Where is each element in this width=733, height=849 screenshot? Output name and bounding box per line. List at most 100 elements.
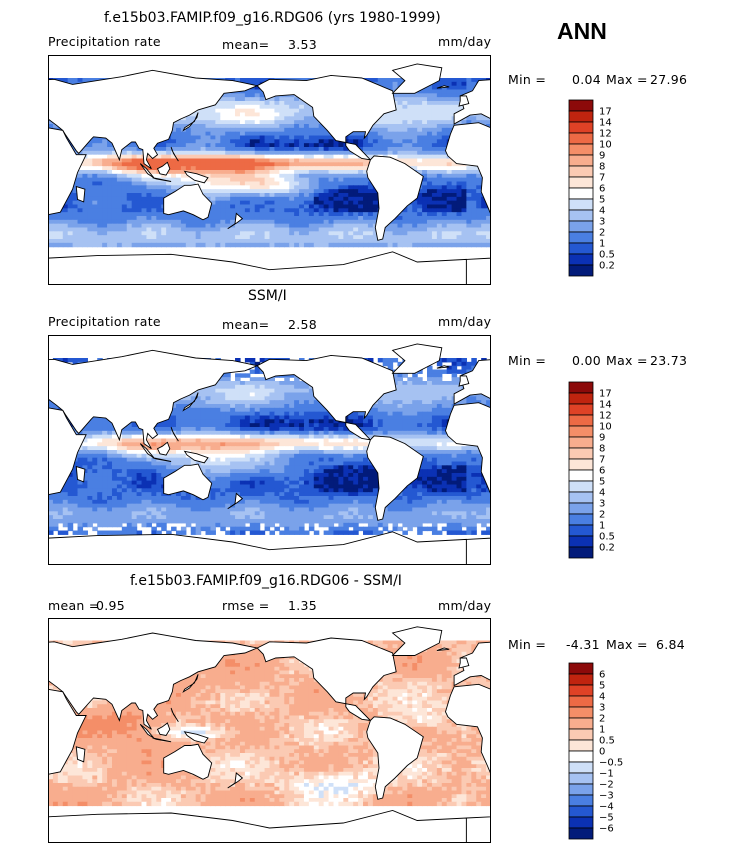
map-frame bbox=[48, 618, 491, 843]
panel-2-colorbar-tick: 8 bbox=[599, 444, 605, 455]
panel-3-rmse-value: 1.35 bbox=[288, 598, 318, 613]
panel-3-colorbar-tick: 2 bbox=[599, 714, 605, 725]
panel-2-colorbar-box bbox=[568, 458, 594, 471]
panel-1-colorbar-tick: 8 bbox=[599, 162, 605, 173]
panel-3-colorbar-tick: −5 bbox=[599, 813, 614, 824]
panel-2-colorbar-box bbox=[568, 403, 594, 416]
panel-2-colorbar-box bbox=[568, 425, 594, 438]
panel-1-colorbar-tick: 14 bbox=[599, 118, 612, 129]
panel-1-colorbar-box bbox=[568, 121, 594, 134]
panel-1-colorbar-tick: 9 bbox=[599, 151, 605, 162]
panel-3-rmse-label: rmse = bbox=[222, 598, 270, 613]
panel-2-colorbar-box bbox=[568, 436, 594, 449]
panel-2-colorbar-tick: 0.2 bbox=[599, 543, 615, 554]
panel-2-colorbar-tick: 14 bbox=[599, 400, 612, 411]
panel-3-min-label: Min = bbox=[508, 637, 547, 652]
panel-3-colorbar-tick: 5 bbox=[599, 681, 605, 692]
panel-2-colorbar-tick: 9 bbox=[599, 433, 605, 444]
panel-3-colorbar-box bbox=[568, 662, 594, 675]
panel-3-mean-label: mean = bbox=[48, 598, 100, 613]
panel-1-colorbar-box bbox=[568, 132, 594, 145]
panel-1-colorbar-box bbox=[568, 176, 594, 189]
panel-2-colorbar-box bbox=[568, 414, 594, 427]
panel-1-max-label: Max = bbox=[606, 72, 648, 87]
panel-2-colorbar-tick: 6 bbox=[599, 466, 605, 477]
panel-2-colorbar-box bbox=[568, 469, 594, 482]
panel-1-colorbar-tick: 2 bbox=[599, 228, 605, 239]
panel-1-colorbar-box bbox=[568, 264, 594, 277]
panel-3-colorbar-tick: −4 bbox=[599, 802, 614, 813]
panel-2-colorbar-box bbox=[568, 502, 594, 515]
panel-1-min-label: Min = bbox=[508, 72, 547, 87]
panel-2-units: mm/day bbox=[438, 314, 492, 329]
panel-1-colorbar-box bbox=[568, 143, 594, 156]
panel-2-colorbar-box bbox=[568, 381, 594, 394]
panel-3-colorbar-box bbox=[568, 673, 594, 686]
panel-2-colorbar-tick: 7 bbox=[599, 455, 605, 466]
panel-1-precip-map bbox=[48, 55, 491, 285]
panel-3-max-value: 6.84 bbox=[656, 637, 686, 652]
panel-2-colorbar-tick: 1 bbox=[599, 521, 605, 532]
panel-2-colorbar-box bbox=[568, 447, 594, 460]
panel-3-mean-value: 0.95 bbox=[96, 598, 126, 613]
panel-2-colorbar-tick: 2 bbox=[599, 510, 605, 521]
panel-3-colorbar-box bbox=[568, 695, 594, 708]
panel-1-mean-label: mean= bbox=[222, 37, 270, 52]
panel-2-max-label: Max = bbox=[606, 353, 648, 368]
panel-3-title: f.e15b03.FAMIP.f09_g16.RDG06 - SSM/I bbox=[130, 573, 402, 589]
panel-2-colorbar-box bbox=[568, 513, 594, 526]
panel-2-mean-value: 2.58 bbox=[288, 317, 318, 332]
panel-1-colorbar-box bbox=[568, 242, 594, 255]
panel-3-colorbar-box bbox=[568, 717, 594, 730]
season-label: ANN bbox=[557, 18, 607, 44]
panel-2-colorbar-tick: 17 bbox=[599, 389, 612, 400]
panel-1-colorbar-tick: 10 bbox=[599, 140, 612, 151]
continent-outlines bbox=[48, 626, 491, 843]
panel-1-colorbar-box bbox=[568, 154, 594, 167]
panel-1-colorbar-box bbox=[568, 99, 594, 112]
panel-2-colorbar-box bbox=[568, 524, 594, 537]
panel-1-colorbar-tick: 0.2 bbox=[599, 261, 615, 272]
panel-2-colorbar-tick: 4 bbox=[599, 488, 605, 499]
map-frame bbox=[48, 335, 491, 565]
panel-1-colorbar-box bbox=[568, 253, 594, 266]
panel-3-colorbar-tick: 0 bbox=[599, 747, 605, 758]
panel-3-colorbar-tick: 1 bbox=[599, 725, 605, 736]
panel-3-colorbar-box bbox=[568, 739, 594, 752]
panel-2-field-label: Precipitation rate bbox=[48, 314, 161, 329]
panel-1-title: f.e15b03.FAMIP.f09_g16.RDG06 (yrs 1980-1… bbox=[104, 10, 441, 26]
continent-outlines bbox=[48, 63, 491, 285]
panel-3-colorbar-tick: −6 bbox=[599, 824, 614, 835]
panel-1-colorbar-box bbox=[568, 165, 594, 178]
panel-3-difference-map bbox=[48, 618, 491, 843]
panel-3-colorbar-box bbox=[568, 816, 594, 829]
panel-2-colorbar-box bbox=[568, 392, 594, 405]
panel-1-colorbar-tick: 6 bbox=[599, 184, 605, 195]
panel-3-colorbar-tick: −0.5 bbox=[599, 758, 623, 769]
panel-1-colorbar-tick: 12 bbox=[599, 129, 612, 140]
panel-3-colorbar-box bbox=[568, 728, 594, 741]
panel-3-colorbar-box bbox=[568, 783, 594, 796]
panel-3-colorbar-box bbox=[568, 827, 594, 840]
panel-3-colorbar-tick: 3 bbox=[599, 703, 605, 714]
panel-3-colorbar-tick: −1 bbox=[599, 769, 614, 780]
panel-2-precip-map bbox=[48, 335, 491, 565]
panel-1-colorbar-tick: 5 bbox=[599, 195, 605, 206]
panel-2-colorbar-box bbox=[568, 546, 594, 559]
panel-1-colorbar-box bbox=[568, 110, 594, 123]
panel-1-units: mm/day bbox=[438, 34, 492, 49]
panel-3-colorbar-tick: −2 bbox=[599, 780, 614, 791]
panel-1-colorbar-tick: 1 bbox=[599, 239, 605, 250]
panel-2-colorbar-tick: 12 bbox=[599, 411, 612, 422]
panel-3-colorbar-box bbox=[568, 805, 594, 818]
panel-1-field-label: Precipitation rate bbox=[48, 34, 161, 49]
panel-3-colorbar-box bbox=[568, 750, 594, 763]
panel-1-colorbar-box bbox=[568, 198, 594, 211]
map-frame bbox=[48, 55, 491, 285]
panel-1-colorbar-tick: 17 bbox=[599, 107, 612, 118]
panel-1-colorbar-box bbox=[568, 209, 594, 222]
panel-2-colorbar-box bbox=[568, 480, 594, 493]
panel-3-colorbar-box bbox=[568, 794, 594, 807]
panel-3-colorbar-box bbox=[568, 772, 594, 785]
